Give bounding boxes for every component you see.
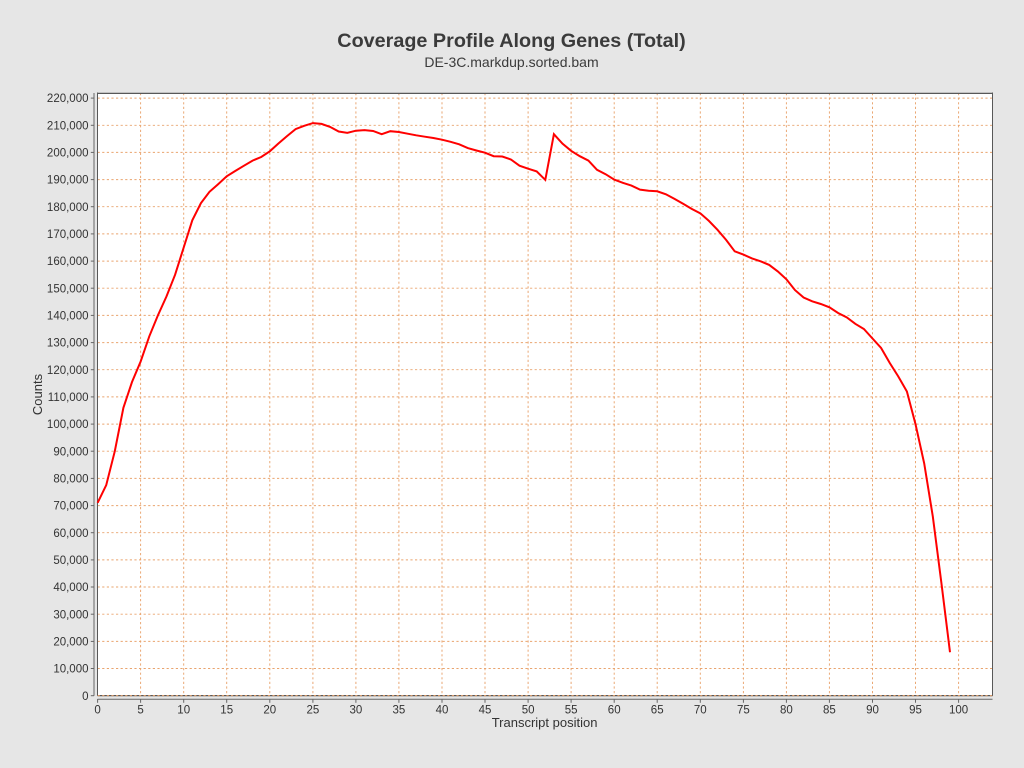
svg-text:30,000: 30,000 bbox=[53, 609, 88, 621]
svg-text:55: 55 bbox=[565, 705, 578, 717]
svg-text:180,000: 180,000 bbox=[47, 202, 89, 214]
svg-text:40: 40 bbox=[436, 705, 449, 717]
svg-text:200,000: 200,000 bbox=[47, 148, 89, 160]
svg-text:15: 15 bbox=[220, 705, 233, 717]
svg-text:0: 0 bbox=[82, 691, 88, 703]
svg-text:110,000: 110,000 bbox=[48, 392, 89, 404]
svg-text:65: 65 bbox=[651, 705, 664, 717]
svg-text:220,000: 220,000 bbox=[47, 93, 89, 105]
svg-text:25: 25 bbox=[307, 705, 320, 717]
svg-text:45: 45 bbox=[479, 705, 492, 717]
svg-text:20: 20 bbox=[263, 705, 276, 717]
svg-text:120,000: 120,000 bbox=[47, 365, 89, 377]
svg-text:30: 30 bbox=[350, 705, 363, 717]
svg-text:140,000: 140,000 bbox=[47, 311, 89, 323]
svg-text:190,000: 190,000 bbox=[47, 175, 89, 187]
svg-text:Counts: Counts bbox=[30, 373, 45, 415]
svg-text:10,000: 10,000 bbox=[53, 664, 88, 676]
svg-text:0: 0 bbox=[94, 705, 100, 717]
svg-text:60,000: 60,000 bbox=[53, 528, 88, 540]
svg-text:Coverage Profile Along Genes (: Coverage Profile Along Genes (Total) bbox=[337, 30, 685, 52]
svg-text:90: 90 bbox=[866, 705, 879, 717]
svg-text:40,000: 40,000 bbox=[53, 582, 88, 594]
svg-text:80: 80 bbox=[780, 705, 793, 717]
svg-text:70: 70 bbox=[694, 705, 707, 717]
svg-text:70,000: 70,000 bbox=[53, 501, 88, 513]
svg-text:5: 5 bbox=[137, 705, 143, 717]
svg-text:80,000: 80,000 bbox=[53, 474, 88, 486]
svg-text:60: 60 bbox=[608, 705, 621, 717]
svg-text:50,000: 50,000 bbox=[53, 555, 88, 567]
svg-text:75: 75 bbox=[737, 705, 750, 717]
svg-text:210,000: 210,000 bbox=[47, 120, 89, 132]
svg-text:170,000: 170,000 bbox=[47, 229, 89, 241]
svg-text:85: 85 bbox=[823, 705, 836, 717]
svg-text:100: 100 bbox=[949, 705, 968, 717]
svg-text:50: 50 bbox=[522, 705, 535, 717]
svg-text:90,000: 90,000 bbox=[53, 446, 88, 458]
svg-text:95: 95 bbox=[909, 705, 922, 717]
svg-text:DE-3C.markdup.sorted.bam: DE-3C.markdup.sorted.bam bbox=[424, 54, 598, 70]
svg-text:160,000: 160,000 bbox=[47, 256, 89, 268]
svg-text:130,000: 130,000 bbox=[47, 338, 89, 350]
svg-text:150,000: 150,000 bbox=[47, 283, 89, 295]
svg-text:Transcript position: Transcript position bbox=[492, 715, 598, 730]
svg-text:100,000: 100,000 bbox=[47, 419, 89, 431]
svg-text:35: 35 bbox=[393, 705, 406, 717]
svg-text:20,000: 20,000 bbox=[53, 637, 88, 649]
svg-text:10: 10 bbox=[177, 705, 190, 717]
